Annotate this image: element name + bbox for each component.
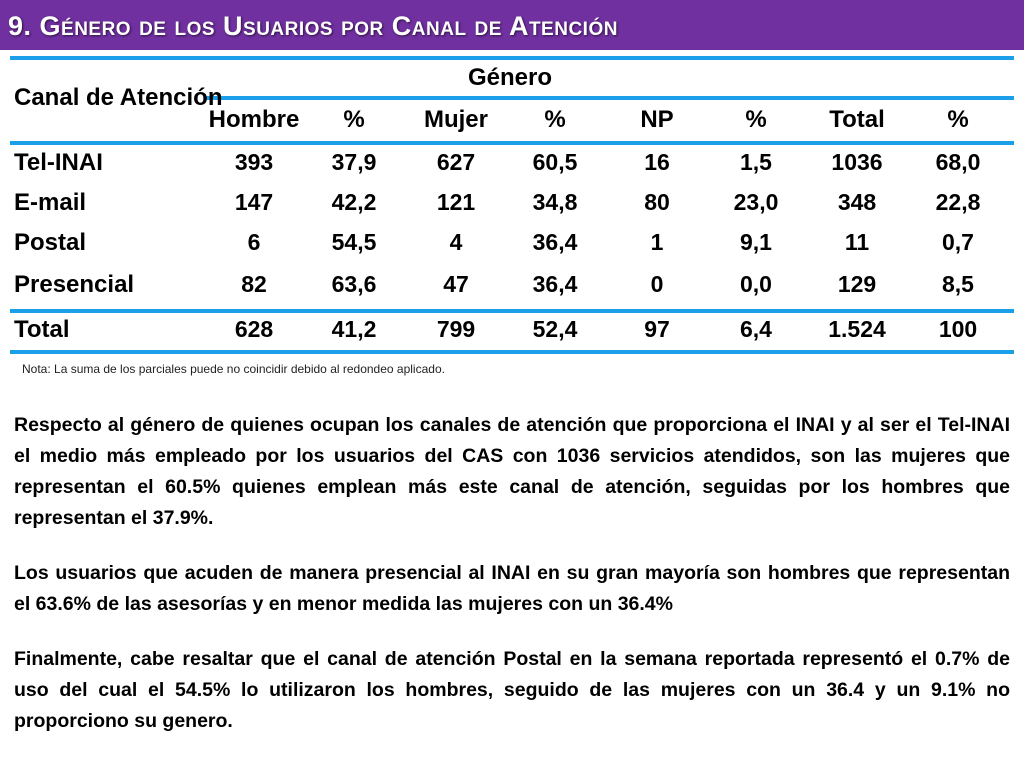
total-cell: 1.524 — [828, 316, 886, 342]
column-header: Hombre — [208, 106, 300, 133]
body-text: Respecto al género de quienes ocupan los… — [14, 410, 1010, 761]
table-cell: 393 — [234, 149, 274, 175]
column-header: % — [343, 106, 365, 133]
table-cell: 80 — [644, 189, 670, 215]
table-cell: 1 — [650, 229, 664, 255]
table-cell: 34,8 — [532, 189, 578, 215]
column-header: Total — [829, 106, 885, 133]
total-cell: 628 — [234, 316, 274, 342]
total-cell: 6,4 — [740, 316, 772, 342]
table-cell: 47 — [443, 271, 469, 297]
total-cell: 52,4 — [532, 316, 578, 342]
table-cell: 348 — [837, 189, 877, 215]
table-top-rule — [10, 56, 1014, 60]
paragraph-postal: Finalmente, cabe resaltar que el canal d… — [14, 648, 1010, 732]
table-cell: 60,5 — [532, 149, 578, 175]
column-header: % — [745, 106, 767, 133]
table-cell: 0 — [650, 271, 664, 297]
total-cell: 41,2 — [331, 316, 377, 342]
header-bottom-rule — [10, 141, 1014, 145]
total-cell: 799 — [436, 316, 476, 342]
column-header: % — [544, 106, 566, 133]
row-label: Tel-INAI — [14, 149, 103, 176]
table-cell: 36,4 — [532, 229, 578, 255]
row-header-label: Canal de Atención — [14, 84, 223, 111]
table-cell: 68,0 — [935, 149, 981, 175]
paragraph-tel-inai: Respecto al género de quienes ocupan los… — [14, 414, 1010, 529]
column-header: Mujer — [423, 106, 488, 133]
table-cell: 627 — [436, 149, 476, 175]
table-cell: 22,8 — [935, 189, 981, 215]
table-cell: 0,7 — [942, 229, 974, 255]
table-cell: 23,0 — [733, 189, 779, 215]
column-header: NP — [640, 106, 674, 133]
table-bottom-rule — [10, 350, 1014, 354]
table-cell: 1,5 — [740, 149, 772, 175]
total-cell: 100 — [938, 316, 978, 342]
row-label: Postal — [14, 229, 87, 256]
table-cell: 6 — [247, 229, 261, 255]
group-header-rule — [204, 96, 1014, 100]
table-cell: 0,0 — [740, 271, 772, 297]
table-cell: 121 — [436, 189, 476, 215]
paragraph-presencial: Los usuarios que acuden de manera presen… — [14, 562, 1010, 615]
title-bar: 9. Género de los Usuarios por Canal de A… — [0, 0, 1024, 50]
table-cell: 63,6 — [331, 271, 377, 297]
row-label: E-mail — [14, 189, 87, 216]
table-cell: 54,5 — [331, 229, 377, 255]
table-cell: 9,1 — [740, 229, 772, 255]
table-cell: 16 — [644, 149, 670, 175]
column-header: % — [947, 106, 969, 133]
table-cell: 82 — [241, 271, 267, 297]
table-cell: 11 — [844, 229, 870, 255]
total-cell: 97 — [644, 316, 670, 342]
table-cell: 37,9 — [331, 149, 377, 175]
table-cell: 4 — [449, 229, 463, 255]
table-cell: 129 — [837, 271, 877, 297]
table-note: Nota: La suma de los parciales puede no … — [22, 362, 445, 376]
table-cell: 8,5 — [942, 271, 974, 297]
total-row-label: Total — [14, 316, 70, 343]
table-cell: 36,4 — [532, 271, 578, 297]
group-header-label: Género — [468, 64, 553, 91]
gender-table: Canal de Atención Género Hombre% Mujer% NP… — [10, 56, 1014, 354]
table-cell: 147 — [234, 189, 274, 215]
table-cell: 1036 — [831, 149, 883, 175]
table-cell: 42,2 — [331, 189, 377, 215]
page-title: 9. Género de los Usuarios por Canal de A… — [8, 11, 618, 41]
row-label: Presencial — [14, 271, 135, 298]
total-top-rule — [10, 309, 1014, 313]
